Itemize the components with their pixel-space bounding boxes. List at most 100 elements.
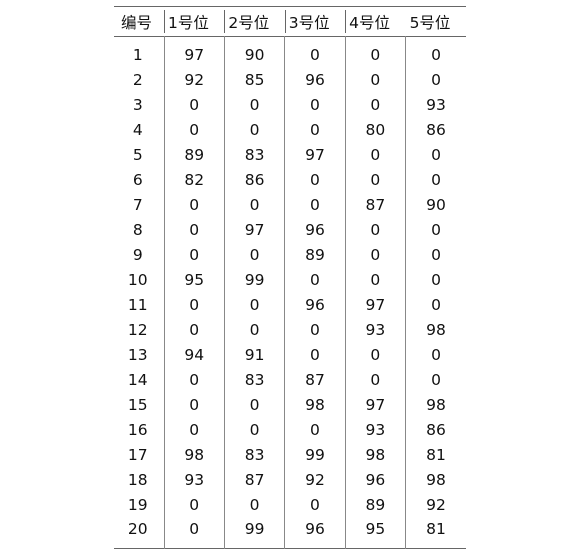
row-id-cell: 9 xyxy=(132,246,143,264)
score-cell: 0 xyxy=(284,317,346,343)
score-cell: 0 xyxy=(344,217,406,243)
table-row: 7 0 0 0 87 90 xyxy=(114,192,466,218)
score-cell: 96 xyxy=(284,517,346,549)
score-cell: 97 xyxy=(344,292,406,318)
score-cell: 99 xyxy=(223,267,285,293)
score-cell: 0 xyxy=(223,92,285,118)
score-cell: 0 xyxy=(344,242,406,268)
score-cell: 0 xyxy=(163,192,225,218)
row-id-cell: 4 xyxy=(132,121,143,139)
score-cell: 0 xyxy=(163,317,225,343)
score-cell: 83 xyxy=(223,142,285,168)
row-id-cell: 12 xyxy=(127,321,148,339)
score-cell: 95 xyxy=(344,517,406,549)
row-id-cell: 19 xyxy=(127,496,148,514)
score-cell: 0 xyxy=(223,292,285,318)
table-row: 13 94 91 0 0 0 xyxy=(114,342,466,368)
score-cell: 0 xyxy=(344,267,406,293)
row-id-cell: 3 xyxy=(132,96,143,114)
table-row: 11 0 0 96 97 0 xyxy=(114,292,466,318)
table-body: 1 97 90 0 0 0 2 92 85 96 0 0 3 0 0 0 0 93 4 0 0 0 80 86 5 89 83 97 0… xyxy=(114,36,466,549)
score-cell: 0 xyxy=(223,117,285,143)
score-cell: 0 xyxy=(405,267,466,293)
score-cell: 90 xyxy=(223,36,285,68)
score-cell: 0 xyxy=(163,292,225,318)
row-id-cell: 1 xyxy=(132,46,143,65)
row-id-cell: 7 xyxy=(132,196,143,214)
score-cell: 90 xyxy=(405,192,466,218)
score-cell: 91 xyxy=(223,342,285,368)
score-cell: 0 xyxy=(284,192,346,218)
score-cell: 0 xyxy=(163,117,225,143)
score-cell: 94 xyxy=(163,342,225,368)
score-cell: 97 xyxy=(223,217,285,243)
table-row: 8 0 97 96 0 0 xyxy=(114,217,466,243)
row-id-cell: 18 xyxy=(127,471,148,489)
row-id-cell: 10 xyxy=(127,271,148,289)
row-id-cell: 16 xyxy=(127,421,148,439)
header-pos-2: 2号位 xyxy=(224,7,284,37)
score-cell: 86 xyxy=(405,417,466,443)
score-cell: 0 xyxy=(405,67,466,93)
score-cell: 0 xyxy=(405,367,466,393)
score-cell: 96 xyxy=(344,467,406,493)
score-cell: 0 xyxy=(344,92,406,118)
score-cell: 0 xyxy=(405,217,466,243)
row-id-cell: 17 xyxy=(127,446,148,464)
score-cell: 0 xyxy=(223,492,285,518)
score-cell: 89 xyxy=(344,492,406,518)
score-cell: 98 xyxy=(163,442,225,468)
table-row: 3 0 0 0 0 93 xyxy=(114,92,466,118)
score-cell: 0 xyxy=(284,167,346,193)
score-cell: 82 xyxy=(163,167,225,193)
score-cell: 0 xyxy=(163,242,225,268)
score-cell: 98 xyxy=(284,392,346,418)
row-id-cell: 20 xyxy=(127,519,148,538)
score-cell: 92 xyxy=(284,467,346,493)
table-row: 19 0 0 0 89 92 xyxy=(114,492,466,518)
score-cell: 0 xyxy=(405,292,466,318)
table-row: 14 0 83 87 0 0 xyxy=(114,367,466,393)
header-pos-3: 3号位 xyxy=(284,7,345,37)
score-cell: 0 xyxy=(163,217,225,243)
score-cell: 97 xyxy=(163,36,225,68)
row-id-cell: 8 xyxy=(132,221,143,239)
score-cell: 87 xyxy=(344,192,406,218)
score-cell: 0 xyxy=(223,242,285,268)
score-cell: 96 xyxy=(284,292,346,318)
row-id-cell: 6 xyxy=(132,171,143,189)
score-cell: 86 xyxy=(405,117,466,143)
score-cell: 0 xyxy=(344,367,406,393)
score-cell: 83 xyxy=(223,442,285,468)
table-row: 6 82 86 0 0 0 xyxy=(114,167,466,193)
header-pos-5: 5号位 xyxy=(409,13,451,32)
table-row: 5 89 83 97 0 0 xyxy=(114,142,466,168)
score-cell: 0 xyxy=(223,192,285,218)
score-cell: 89 xyxy=(163,142,225,168)
score-cell: 93 xyxy=(344,417,406,443)
score-cell: 0 xyxy=(405,242,466,268)
score-cell: 92 xyxy=(163,67,225,93)
score-cell: 0 xyxy=(284,417,346,443)
row-id-cell: 14 xyxy=(127,371,148,389)
score-cell: 98 xyxy=(405,392,466,418)
score-cell: 81 xyxy=(405,442,466,468)
score-cell: 99 xyxy=(284,442,346,468)
score-cell: 0 xyxy=(284,117,346,143)
score-cell: 0 xyxy=(163,492,225,518)
score-cell: 0 xyxy=(344,36,406,68)
score-cell: 0 xyxy=(163,517,225,549)
row-id-cell: 13 xyxy=(127,346,148,364)
score-cell: 87 xyxy=(284,367,346,393)
row-id-cell: 2 xyxy=(132,71,143,89)
score-cell: 0 xyxy=(405,342,466,368)
table-row: 12 0 0 0 93 98 xyxy=(114,317,466,343)
score-cell: 99 xyxy=(223,517,285,549)
score-table: 编号 1号位 2号位 3号位 4号位 5号位 1 97 90 0 0 0 2 92 85 96 0 0… xyxy=(114,6,466,549)
header-id: 编号 xyxy=(121,13,153,32)
score-cell: 0 xyxy=(344,142,406,168)
table-row: 4 0 0 0 80 86 xyxy=(114,117,466,143)
header-pos-1: 1号位 xyxy=(164,7,224,37)
score-cell: 0 xyxy=(284,342,346,368)
score-cell: 93 xyxy=(163,467,225,493)
